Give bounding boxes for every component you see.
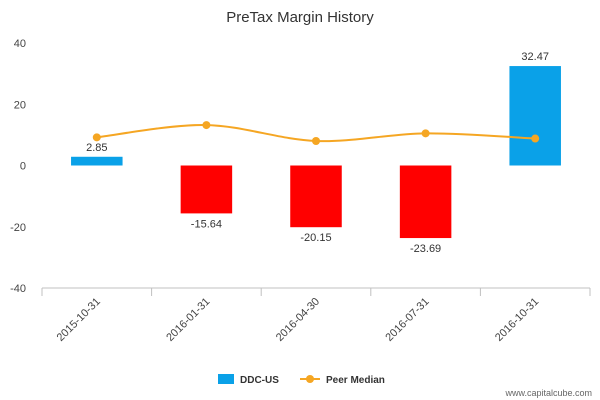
- bar-series: 2.85 -15.64 -20.15 -23.69 32.47: [71, 51, 561, 255]
- legend-label-line: Peer Median: [326, 375, 385, 386]
- legend-swatch-marker: [306, 375, 314, 383]
- x-tick-label: 2015-10-31: [55, 296, 103, 344]
- peer-median-point: [531, 134, 540, 143]
- legend-swatch-bars: [218, 374, 234, 384]
- peer-median-point: [202, 121, 211, 130]
- bar-data-label: -23.69: [410, 243, 441, 255]
- watermark: www.capitalcube.com: [504, 388, 592, 398]
- x-tick-label: 2016-04-30: [274, 296, 322, 344]
- y-tick-label: 0: [20, 161, 26, 173]
- x-tick-label: 2016-01-31: [164, 296, 212, 344]
- y-tick-label: -40: [10, 283, 26, 295]
- y-tick-label: 20: [14, 99, 26, 111]
- bar: [399, 165, 452, 239]
- y-tick-label: 40: [14, 38, 26, 50]
- y-tick-label: -20: [10, 222, 26, 234]
- peer-median-point: [312, 137, 320, 145]
- bar: [509, 66, 561, 166]
- bar-data-label: -20.15: [300, 232, 331, 244]
- peer-median-point: [421, 129, 430, 138]
- peer-median-point: [92, 133, 101, 142]
- x-tick-label: 2016-10-31: [493, 296, 541, 344]
- legend: DDC-US Peer Median: [218, 374, 385, 386]
- bar-data-label: 32.47: [521, 51, 549, 63]
- bar: [71, 156, 123, 166]
- x-tick-label: 2016-07-31: [383, 296, 431, 344]
- chart-title: PreTax Margin History: [226, 9, 374, 26]
- legend-label-bars: DDC-US: [240, 375, 279, 386]
- bar-data-label: 2.85: [86, 142, 107, 154]
- line-series: [92, 121, 540, 145]
- bar: [180, 165, 233, 214]
- bar: [290, 165, 342, 228]
- bar-data-label: -15.64: [191, 218, 222, 230]
